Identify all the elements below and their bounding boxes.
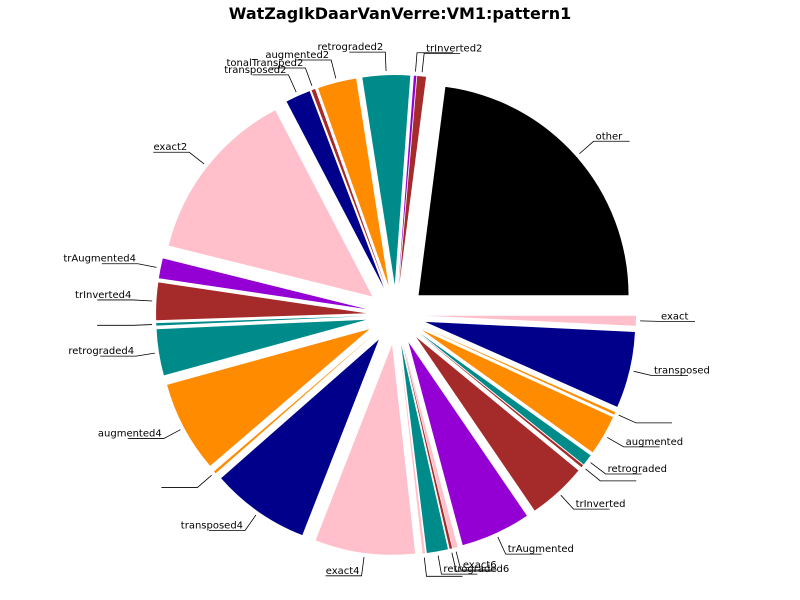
chart-title: WatZagIkDaarVanVerre:VM1:pattern1 — [229, 4, 571, 23]
pie-slice-retrograded2 — [362, 75, 411, 286]
pie-slice-traugmented — [408, 342, 527, 546]
pie-slice-trinverted2 — [399, 75, 427, 286]
pie-slice-exact — [425, 315, 636, 326]
slice-label-augmented: augmented — [626, 437, 683, 448]
leader-line — [560, 494, 610, 510]
pie-slice-other — [418, 86, 629, 296]
pie-slice-trinverted4 — [156, 282, 367, 321]
pie-slice-retrograded4 — [156, 319, 367, 376]
pie-slice-unlabeled-18 — [402, 344, 453, 549]
leader-line — [618, 414, 672, 424]
pie-slice-retrograded6 — [401, 344, 448, 553]
pie-slice-trinverted — [416, 337, 579, 511]
leader-line — [100, 352, 155, 357]
leader-line — [415, 52, 454, 72]
leader-line — [127, 429, 181, 439]
pie-labels: other trInverted2 retrograded2augmented2to… — [63, 42, 710, 577]
leader-line — [153, 151, 205, 165]
pie-slice-transposed — [425, 321, 635, 407]
pie-slice-unlabeled-2 — [398, 75, 417, 286]
leader-line — [590, 462, 642, 475]
pie-slice-retrograded — [419, 333, 591, 465]
slice-label-retrograded: retrograded — [608, 464, 667, 475]
slice-label-exact2: exact2 — [153, 142, 187, 153]
pie-slice-tonaltransped2 — [311, 89, 386, 287]
slice-label-exact6: exact6 — [463, 560, 497, 571]
leader-line — [269, 67, 313, 86]
pie-slice-transposed2 — [286, 91, 384, 288]
pie-slice-unlabeled-25 — [423, 327, 616, 415]
pie-slice-augmented2 — [318, 78, 389, 286]
leader-line — [325, 557, 365, 577]
pie-slice-exact6 — [403, 344, 458, 549]
slice-label-augmented2: augmented2 — [265, 50, 329, 61]
slice-label-trinverted2: trInverted2 — [426, 43, 482, 54]
leader-line — [437, 555, 478, 575]
leader-line — [349, 51, 387, 72]
leader-line — [497, 536, 542, 555]
leader-line — [633, 370, 689, 376]
pie-slice-augmented4 — [167, 329, 370, 466]
leader-line — [161, 474, 212, 488]
slice-label-tonaltransped2: tonalTransped2 — [226, 58, 303, 69]
slice-label-retrograded2: retrograded2 — [318, 42, 384, 53]
slice-label-transposed4: transposed4 — [181, 520, 243, 531]
leader-line — [97, 324, 153, 326]
leader-line — [295, 59, 337, 79]
pie-slice-unlabeled-13 — [213, 334, 374, 474]
leader-line — [421, 53, 461, 73]
slice-label-traugmented4: trAugmented4 — [63, 254, 136, 265]
pie-slice-unlabeled-16 — [399, 344, 426, 554]
slice-label-exact4: exact4 — [326, 566, 360, 577]
pie-slices — [156, 75, 636, 555]
leader-line — [423, 557, 463, 577]
pie-slice-augmented — [421, 330, 613, 453]
slice-label-retrograded4: retrograded4 — [68, 346, 134, 357]
leader-line — [607, 437, 660, 448]
pie-slice-unlabeled-10 — [156, 316, 367, 326]
pie-slice-exact4 — [315, 344, 416, 555]
slice-label-augmented4: augmented4 — [98, 429, 162, 440]
leader-line — [451, 552, 493, 572]
slice-label-other: other — [596, 131, 624, 142]
slice-label-traugmented: trAugmented — [508, 544, 574, 555]
leader-line — [252, 74, 297, 93]
pie-slice-transposed4 — [221, 339, 379, 536]
slice-label-trinverted: trInverted — [576, 499, 626, 510]
leader-line — [585, 468, 637, 482]
slice-label-transposed2: transposed2 — [224, 65, 286, 76]
pie-slice-exact2 — [168, 110, 373, 297]
leader-line — [209, 514, 257, 531]
pie-slice-traugmented4 — [158, 258, 367, 310]
leader-line — [101, 263, 157, 268]
slice-label-transposed: transposed — [654, 366, 710, 377]
leader-line — [455, 551, 497, 571]
slice-label-trinverted4: trInverted4 — [75, 290, 131, 301]
leader-line — [97, 299, 153, 302]
slice-label-exact: exact — [661, 311, 689, 322]
pie-slice-unlabeled-22 — [419, 333, 584, 468]
leader-line — [579, 140, 630, 155]
